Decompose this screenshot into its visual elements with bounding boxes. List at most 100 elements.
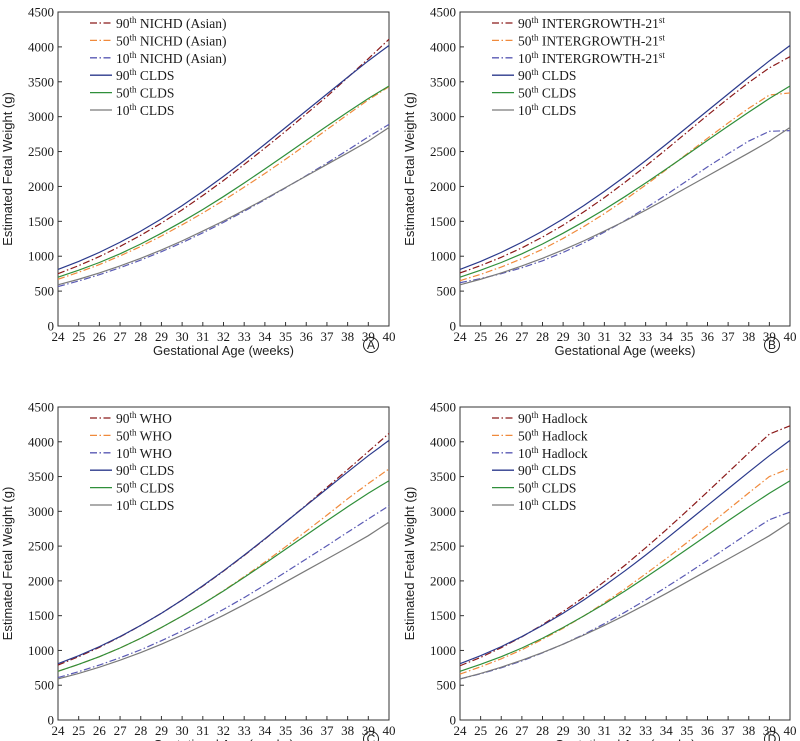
series-line-10-nichd-asian- [57, 123, 390, 288]
x-tick-label: 28 [536, 723, 549, 738]
panel-B: 0 500 1000 1500 2000 2500 3000 3500 4000 4500 24 25… [402, 5, 797, 359]
series-line-90-clds [459, 439, 791, 665]
x-tick-label: 34 [660, 329, 674, 344]
x-tick-label: 32 [619, 723, 632, 738]
panel-D: 0 500 1000 1500 2000 2500 3000 3500 4000 4500 24 25… [402, 400, 797, 741]
x-tick-label: 31 [598, 723, 611, 738]
x-tick-label: 25 [474, 329, 487, 344]
y-axis-title: Estimated Fetal Weight (g) [402, 92, 417, 246]
panel-letter-circle [363, 337, 379, 353]
x-tick-label: 33 [238, 329, 251, 344]
y-tick-label: 2000 [430, 179, 456, 194]
x-tick-label: 35 [279, 329, 292, 344]
series-line-90-hadlock [459, 425, 791, 667]
series-line-10-who [57, 505, 390, 679]
series-line-50-clds [459, 85, 791, 278]
x-tick-label: 31 [196, 329, 209, 344]
y-tick-label: 0 [450, 713, 457, 728]
x-axis-title: Gestational Age (weeks) [555, 343, 696, 358]
series-line-90-clds [57, 439, 390, 665]
y-tick-label: 1000 [430, 249, 456, 264]
legend-label: 50th NICHD (Asian) [116, 32, 227, 48]
x-tick-label: 40 [784, 723, 797, 738]
y-tick-label: 3000 [430, 504, 456, 519]
y-tick-label: 4000 [430, 39, 456, 54]
y-tick-label: 1000 [28, 643, 54, 658]
y-tick-label: 4000 [28, 434, 54, 449]
y-tick-label: 2500 [430, 539, 456, 554]
y-tick-label: 0 [450, 319, 457, 334]
legend-label: 90th WHO [116, 410, 172, 426]
series-line-10-hadlock [459, 511, 791, 680]
y-tick-label: 1500 [28, 214, 54, 229]
x-tick-label: 29 [155, 723, 168, 738]
panel-C: 0 500 1000 1500 2000 2500 3000 3500 4000 4500 24 25… [0, 400, 396, 741]
x-tick-label: 28 [536, 329, 549, 344]
x-tick-label: 38 [742, 723, 755, 738]
y-tick-label: 3500 [28, 74, 54, 89]
series-line-50-clds [57, 85, 390, 278]
legend-label: 50th CLDS [116, 85, 174, 101]
x-tick-label: 25 [474, 723, 487, 738]
y-tick-label: 3000 [430, 109, 456, 124]
y-tick-label: 1500 [430, 214, 456, 229]
legend-label: 50th CLDS [518, 480, 576, 496]
x-tick-label: 34 [258, 723, 272, 738]
x-axis-title: Gestational Age (weeks) [153, 737, 294, 741]
legend-label: 10th NICHD (Asian) [116, 50, 227, 66]
x-tick-label: 24 [52, 329, 66, 344]
series-line-50-clds [57, 480, 390, 672]
x-tick-label: 40 [383, 723, 396, 738]
y-tick-label: 500 [35, 284, 55, 299]
x-tick-label: 34 [258, 329, 272, 344]
series-line-50-clds [459, 480, 791, 672]
legend-label: 90th CLDS [518, 67, 576, 83]
x-tick-label: 33 [238, 723, 251, 738]
legend-label: 90th CLDS [116, 462, 174, 478]
legend-label: 10th CLDS [116, 497, 174, 513]
x-tick-label: 27 [515, 329, 529, 344]
legend-label: 50th Hadlock [518, 427, 588, 443]
plot-frame [459, 406, 791, 721]
x-tick-label: 30 [176, 723, 189, 738]
y-tick-label: 4500 [430, 5, 456, 20]
legend-label: 90th CLDS [518, 462, 576, 478]
panel-A: 0 500 1000 1500 2000 2500 3000 3500 4000 4500 24 25… [0, 5, 396, 359]
panel-letter: A [367, 338, 375, 352]
y-tick-label: 3000 [28, 504, 54, 519]
x-tick-label: 33 [639, 329, 652, 344]
y-tick-label: 1000 [430, 643, 456, 658]
panel-letter-circle [764, 337, 780, 353]
x-tick-label: 38 [341, 723, 354, 738]
y-tick-label: 3000 [28, 109, 54, 124]
x-tick-label: 30 [577, 723, 590, 738]
x-tick-label: 36 [300, 723, 314, 738]
x-axis-title: Gestational Age (weeks) [555, 737, 696, 741]
y-tick-label: 500 [437, 284, 457, 299]
x-tick-label: 32 [217, 723, 230, 738]
y-tick-label: 2500 [28, 539, 54, 554]
x-tick-label: 27 [114, 723, 128, 738]
x-tick-label: 29 [155, 329, 168, 344]
series-line-90-intergrowth-21 [459, 56, 791, 274]
x-tick-label: 36 [701, 329, 715, 344]
legend-label: 10th CLDS [116, 102, 174, 118]
x-tick-label: 37 [722, 723, 736, 738]
series-line-90-nichd-asian- [57, 38, 390, 275]
y-tick-label: 2000 [430, 573, 456, 588]
x-tick-label: 29 [557, 723, 570, 738]
legend-label: 10th Hadlock [518, 445, 588, 461]
series-line-10-clds [57, 521, 390, 680]
y-tick-label: 4000 [28, 39, 54, 54]
series-line-50-hadlock [459, 467, 791, 675]
y-tick-label: 0 [48, 713, 55, 728]
x-tick-label: 27 [114, 329, 128, 344]
legend-label: 50th CLDS [518, 85, 576, 101]
x-tick-label: 24 [52, 723, 66, 738]
y-tick-label: 500 [437, 678, 457, 693]
y-tick-label: 2000 [28, 573, 54, 588]
y-tick-label: 3500 [28, 469, 54, 484]
legend-label: 90th CLDS [116, 67, 174, 83]
x-tick-label: 25 [72, 723, 85, 738]
